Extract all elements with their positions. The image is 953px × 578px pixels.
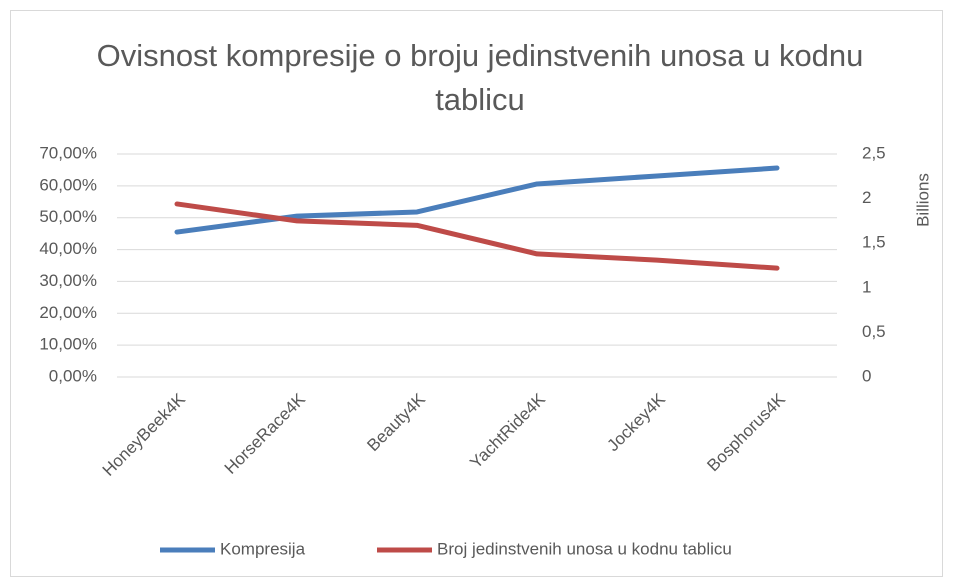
x-tick-label: Beauty4K [363,389,429,455]
y-tick-label: 30,00% [39,271,97,290]
chart-border [10,10,943,577]
y2-tick-label: 0,5 [862,322,886,341]
y2-tick-label: 0 [862,366,871,385]
y-tick-label: 0,00% [49,366,97,385]
y-tick-label: 60,00% [39,175,97,194]
y2-tick-label: 2,5 [862,143,886,162]
y-tick-label: 20,00% [39,303,97,322]
y2-axis-label: Billions [913,173,932,227]
y-tick-label: 10,00% [39,335,97,354]
x-tick-label: HoneyBeek4K [99,389,190,480]
legend-label: Broj jedinstvenih unosa u kodnu tablicu [437,539,732,558]
chart-title: Ovisnost kompresije o broju jedinstvenih… [96,38,864,117]
y-tick-label: 40,00% [39,239,97,258]
y2-tick-label: 1,5 [862,233,886,252]
x-tick-label: Bosphorus4K [703,389,789,475]
x-tick-label: Jockey4K [603,389,669,455]
legend-label: Kompresija [220,539,306,558]
y2-tick-label: 1 [862,277,871,296]
series-line [174,165,780,235]
y-tick-label: 70,00% [39,143,97,162]
y-tick-label: 50,00% [39,207,97,226]
series-line [174,201,780,271]
y2-tick-label: 2 [862,188,871,207]
x-tick-label: HorseRace4K [221,389,310,478]
x-tick-label: YachtRide4K [466,389,549,472]
